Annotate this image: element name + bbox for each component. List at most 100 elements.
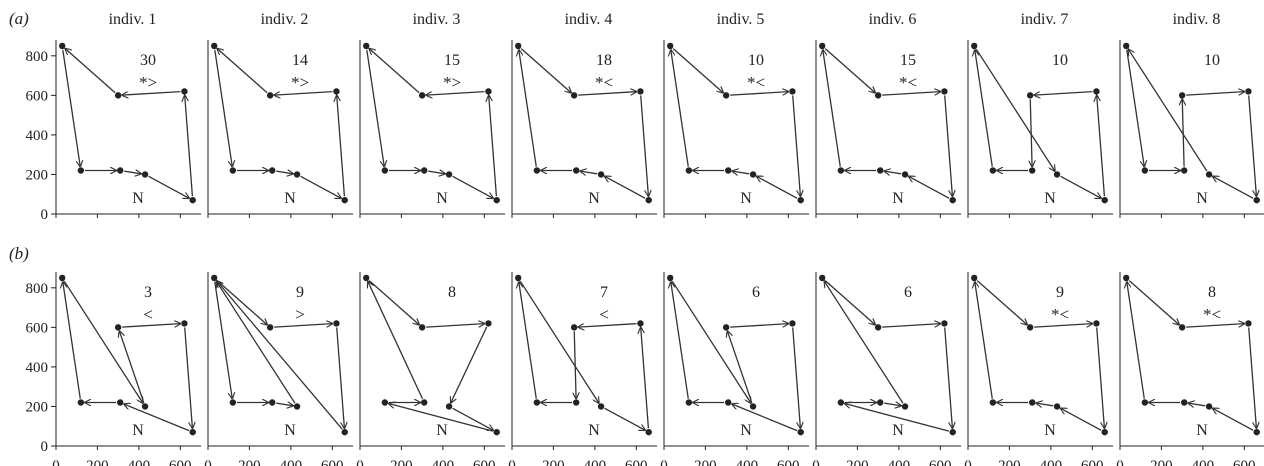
trip-count: 9 [1056,284,1064,301]
route-segment [1186,92,1244,96]
x-tick-label: 600 [1081,458,1104,466]
route-segment [1128,280,1179,325]
panel-b-4: 0 200 400 600 7 < N [508,272,657,466]
x-tick-label: 400 [1040,458,1063,466]
x-tick-label: 600 [929,458,952,466]
route-segment [976,280,1027,325]
location-point [1123,274,1130,282]
route-segment [823,50,841,167]
route-segment [1096,327,1105,428]
nest-label: N [1044,422,1056,439]
x-tick-label: 400 [1192,458,1215,466]
panel-b-2: 0 200 400 600 9 > N [204,272,353,466]
location-point [685,167,693,174]
route-segment [452,407,494,430]
location-point [1245,320,1252,327]
location-point [749,403,757,410]
y-tick-label: 600 [26,320,49,336]
route-segment [1248,95,1257,196]
route-segment [1128,49,1208,172]
nest-label: N [892,422,904,439]
panel-title: indiv. 5 [717,11,765,28]
route-segment [148,175,190,198]
trip-count: 10 [748,52,764,69]
route-segment [63,282,81,399]
location-point [1245,88,1252,95]
route-segment [1097,95,1106,197]
route-segment [578,322,637,327]
route-segment [730,92,788,96]
x-tick-label: 0 [204,458,212,466]
route-segment [730,324,788,328]
location-point [1101,196,1108,204]
location-point [341,196,348,204]
location-point [418,324,426,331]
route-segment [185,95,194,197]
location-point [189,428,196,436]
location-point [141,403,149,410]
nest-label: N [284,190,296,207]
route-segment [882,92,940,96]
route-segment [519,280,599,403]
x-tick-label: 400 [432,458,455,466]
location-point [570,324,578,331]
route-segment [975,48,1055,171]
location-point [971,42,978,50]
trip-count: 3 [144,284,152,301]
x-tick-label: 400 [280,458,303,466]
panel-b-5: 0 200 400 600 6 N [660,272,809,466]
location-point [597,171,605,178]
location-point [667,274,674,282]
route-segment [368,282,424,400]
x-tick-label: 400 [888,458,911,466]
panel-title: indiv. 7 [1021,11,1069,28]
location-point [1029,399,1036,406]
location-point [117,399,124,406]
x-tick-label: 600 [1233,458,1256,466]
location-point [725,167,732,174]
route-segment [65,49,116,94]
route-segment [451,326,488,403]
route-segment [792,95,801,196]
route-direction-mark: *> [139,73,157,92]
trip-count: 10 [1204,52,1220,69]
route-direction-mark: *< [899,73,917,92]
nest-label: N [740,190,752,207]
location-point [722,92,730,99]
route-segment [368,280,419,325]
location-point [421,399,428,406]
location-point [333,320,340,327]
route-segment [604,407,646,430]
route-segment [214,49,232,167]
route-segment [519,50,537,167]
route-segment [944,327,953,428]
route-direction-mark: *> [291,73,309,92]
panel-b-1: 0 200 400 600 3 < N [52,272,201,466]
x-tick-label: 200 [998,458,1021,466]
panel-a-7: indiv. 7 10 N [967,11,1113,218]
route-segment [671,50,689,167]
location-point [363,42,370,50]
panel-title: indiv. 6 [869,11,917,28]
location-point [749,171,757,178]
location-point [789,88,796,95]
location-point [445,171,453,178]
y-tick-label: 0 [41,439,49,455]
route-segment [1034,324,1092,328]
location-point [1178,92,1186,99]
location-point [485,88,492,95]
nest-label: N [1196,190,1208,207]
location-point [645,196,652,204]
location-point [874,324,882,331]
location-point [493,196,500,204]
nest-label: N [132,190,144,207]
route-segment [426,90,485,95]
y-tick-label: 800 [26,281,49,297]
panel-b-7: 0 200 400 600 9 *< N [964,272,1113,466]
x-tick-label: 600 [625,458,648,466]
location-point [989,399,997,406]
route-segment [884,171,902,174]
location-point [1141,399,1149,406]
route-segment [1213,176,1254,199]
